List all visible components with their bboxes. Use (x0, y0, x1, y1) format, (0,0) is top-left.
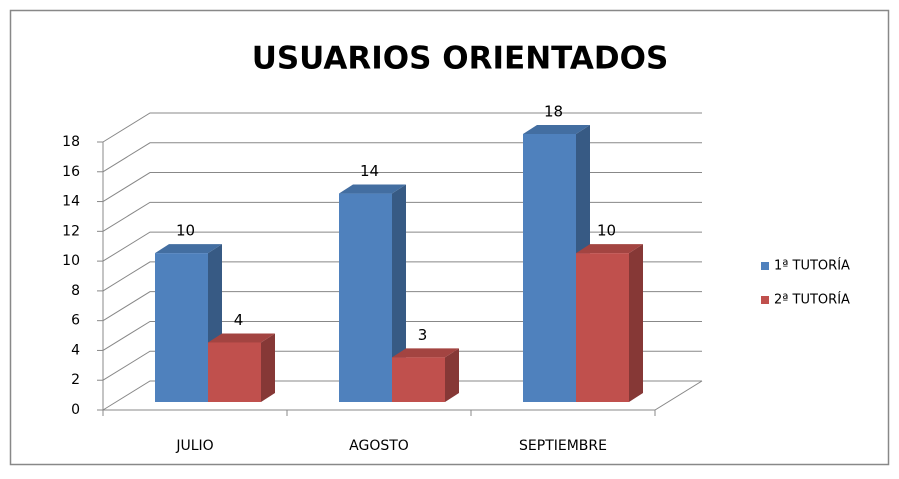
grid-line (102, 142, 702, 173)
bar (155, 253, 208, 402)
x-tick-label: JULIO (175, 438, 213, 454)
y-tick-label: 2 (71, 372, 80, 388)
legend-swatch (761, 296, 769, 304)
legend-swatch (761, 262, 769, 270)
chart-title: USUARIOS ORIENTADOS (252, 41, 669, 77)
bar-top (339, 184, 406, 194)
data-label: 10 (176, 222, 195, 240)
grid-line (102, 291, 702, 322)
bar-side (261, 333, 275, 402)
bar-top (523, 125, 590, 134)
grid-line (102, 201, 702, 232)
grid-line (102, 172, 702, 202)
bar-side (392, 184, 406, 402)
bar-top (155, 244, 222, 254)
bar-top (392, 348, 459, 358)
data-label: 14 (360, 162, 379, 180)
y-tick-label: 4 (71, 342, 80, 358)
bar (208, 342, 261, 402)
y-tick-label: 16 (62, 164, 80, 180)
data-label: 18 (544, 103, 563, 121)
grid-line (102, 112, 702, 143)
y-tick-label: 14 (62, 194, 80, 210)
data-label: 10 (597, 222, 616, 240)
bar-top (576, 244, 643, 254)
data-label: 4 (234, 311, 244, 329)
grid-line (102, 231, 702, 262)
bar-top (208, 333, 275, 343)
legend-label: 2ª TUTORÍA (774, 292, 850, 308)
bar (339, 193, 392, 402)
bar (576, 253, 629, 402)
bar-side (445, 348, 459, 402)
bar (392, 357, 445, 402)
grid-line (102, 320, 702, 351)
grid-line (102, 261, 702, 292)
y-tick-label: 0 (71, 402, 80, 418)
y-tick-label: 12 (62, 223, 80, 239)
grid-line (102, 380, 702, 411)
y-tick-label: 10 (62, 253, 80, 269)
bar-side (629, 244, 643, 402)
data-label: 3 (418, 326, 428, 344)
y-tick-label: 6 (71, 313, 80, 329)
bar (523, 134, 576, 402)
grid-line (102, 350, 702, 381)
legend-label: 1ª TUTORÍA (774, 258, 850, 274)
y-tick-label: 8 (71, 283, 80, 299)
y-tick-label: 18 (62, 134, 80, 150)
x-tick-label: SEPTIEMBRE (519, 438, 607, 454)
x-tick-label: AGOSTO (349, 438, 409, 454)
